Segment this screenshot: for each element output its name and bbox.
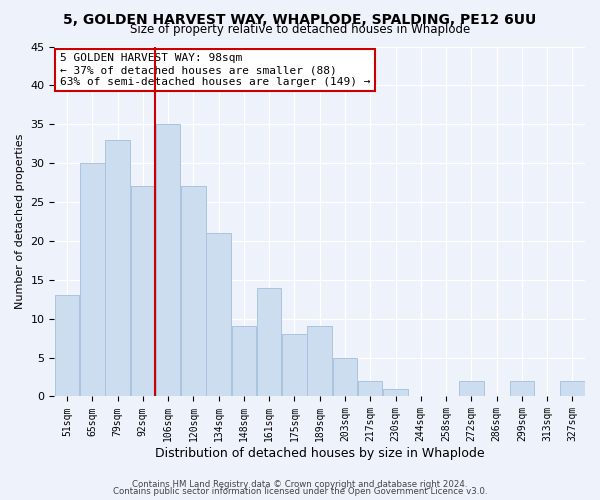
Text: Contains public sector information licensed under the Open Government Licence v3: Contains public sector information licen… bbox=[113, 488, 487, 496]
Text: Size of property relative to detached houses in Whaplode: Size of property relative to detached ho… bbox=[130, 22, 470, 36]
Text: Contains HM Land Registry data © Crown copyright and database right 2024.: Contains HM Land Registry data © Crown c… bbox=[132, 480, 468, 489]
Bar bbox=[383, 388, 408, 396]
Bar bbox=[333, 358, 357, 397]
Bar bbox=[106, 140, 130, 396]
Bar bbox=[307, 326, 332, 396]
Bar bbox=[257, 288, 281, 397]
Bar bbox=[55, 296, 79, 396]
Bar bbox=[560, 381, 584, 396]
Bar bbox=[459, 381, 484, 396]
Y-axis label: Number of detached properties: Number of detached properties bbox=[15, 134, 25, 309]
Bar bbox=[232, 326, 256, 396]
Bar bbox=[282, 334, 307, 396]
Bar bbox=[156, 124, 181, 396]
Text: 5 GOLDEN HARVEST WAY: 98sqm
← 37% of detached houses are smaller (88)
63% of sem: 5 GOLDEN HARVEST WAY: 98sqm ← 37% of det… bbox=[60, 54, 370, 86]
X-axis label: Distribution of detached houses by size in Whaplode: Distribution of detached houses by size … bbox=[155, 447, 485, 460]
Text: 5, GOLDEN HARVEST WAY, WHAPLODE, SPALDING, PE12 6UU: 5, GOLDEN HARVEST WAY, WHAPLODE, SPALDIN… bbox=[64, 12, 536, 26]
Bar bbox=[131, 186, 155, 396]
Bar bbox=[181, 186, 206, 396]
Bar bbox=[509, 381, 534, 396]
Bar bbox=[80, 163, 104, 396]
Bar bbox=[206, 233, 231, 396]
Bar bbox=[358, 381, 382, 396]
